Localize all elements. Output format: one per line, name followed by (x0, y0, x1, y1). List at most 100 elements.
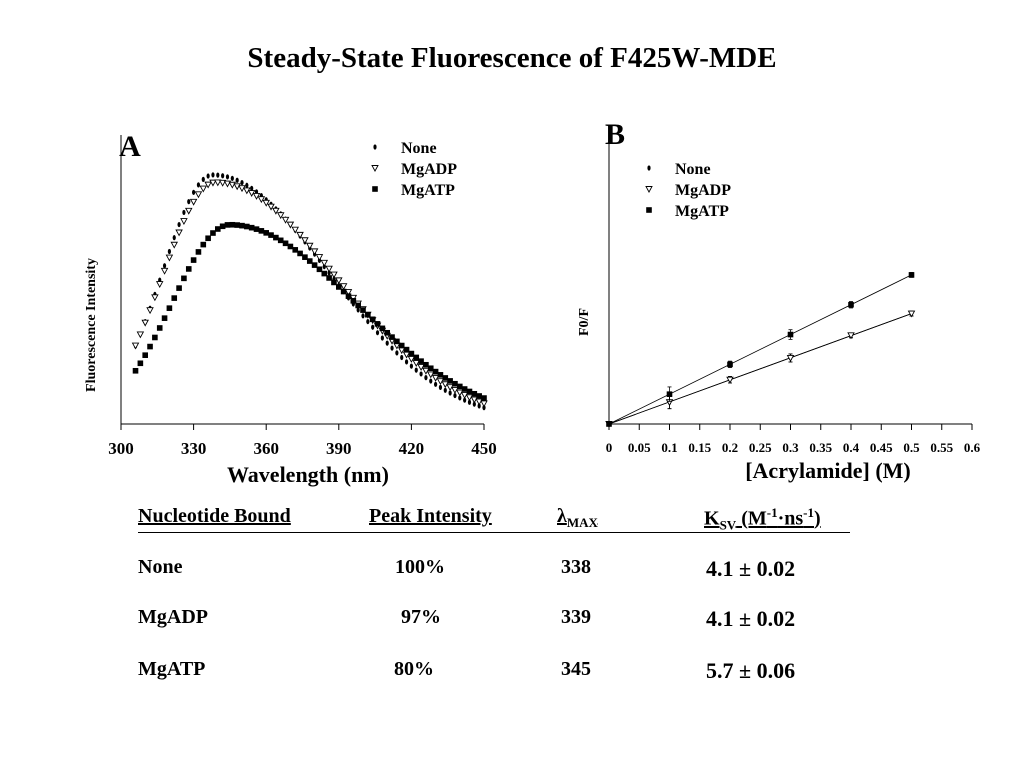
chart-a-point (482, 405, 486, 411)
chart-a-point (437, 372, 444, 378)
table-row: MgADP 97% 339 4.1 ± 0.02 (138, 606, 858, 632)
chart-a-point (258, 228, 265, 234)
chart-a-point (412, 360, 420, 368)
chart-a-point (340, 288, 347, 295)
chart-a-point (297, 250, 303, 257)
chart-a-legend-marker (373, 144, 377, 150)
chart-b-point (847, 332, 855, 340)
chart-a-point (131, 342, 140, 350)
chart-a-point (471, 390, 478, 397)
chart-a-point (344, 289, 353, 296)
chart-b-x-tick-label: 0.6 (964, 440, 981, 455)
chart-a-point (229, 221, 236, 228)
cell-peak: 100% (395, 556, 445, 578)
chart-a-x-tick-label: 300 (108, 439, 134, 458)
chart-a-point (195, 249, 202, 255)
chart-a-point (457, 383, 463, 390)
chart-a-legend-marker (371, 165, 379, 172)
chart-a-point (390, 345, 394, 351)
chart-a-point (268, 232, 274, 238)
chart-a-point (160, 267, 169, 275)
chart-a-point (187, 199, 191, 205)
chart-a-point (356, 307, 360, 313)
chart-b-x-tick-label: 0 (606, 440, 613, 455)
chart-a-point (170, 241, 178, 249)
chart-a-point (477, 403, 481, 409)
chart-b-point (787, 331, 794, 338)
chart-a-point (424, 375, 428, 381)
chart-a-point (194, 191, 203, 199)
header-lambda-max: λMAX (557, 505, 598, 530)
chart-a-point (463, 397, 467, 403)
chart-b-x-tick-label: 0.2 (722, 440, 738, 455)
chart-a-point (458, 395, 462, 401)
chart-b-x-tick-label: 0.55 (930, 440, 953, 455)
chart-a-point (366, 318, 370, 325)
cell-lambda: 339 (561, 606, 591, 628)
chart-a-point (306, 258, 313, 264)
chart-a-point (360, 307, 366, 313)
chart-a-point (253, 226, 260, 232)
chart-a-point (326, 275, 332, 281)
chart-a-point (200, 241, 207, 248)
chart-a-legend-label: MgADP (401, 161, 457, 178)
chart-a-x-tick-label: 390 (326, 439, 352, 458)
chart-a-point (225, 174, 230, 180)
chart-a-point (151, 294, 159, 302)
chart-b-legend-label: MgADP (675, 182, 731, 199)
chart-a-point (252, 193, 261, 200)
chart-a-point (335, 277, 343, 285)
chart-a-point (185, 266, 192, 272)
cell-ksv: 5.7 ± 0.06 (706, 658, 796, 683)
table-row: MgATP 80% 345 5.7 ± 0.06 (138, 658, 858, 684)
chart-a-point (171, 295, 178, 301)
header-ksv: KSV (M-1·ns-1) (704, 505, 821, 533)
chart-b-point (786, 354, 795, 362)
chart-a-point (321, 270, 328, 277)
chart-a-legend-marker (372, 186, 378, 192)
chart-a-point (136, 331, 145, 339)
chart-a-point (417, 364, 425, 371)
chart-a-point (389, 334, 395, 340)
chart-a-point (272, 207, 280, 215)
chart-a-point (380, 335, 384, 341)
chart-b-point (848, 301, 854, 308)
chart-b-point (666, 391, 673, 397)
chart-a-point (361, 313, 365, 319)
chart-b-ylabel: F0/F (577, 308, 592, 336)
chart-a-point (315, 254, 324, 262)
chart-a-point (155, 281, 164, 289)
chart-a-point (167, 248, 171, 255)
cell-peak: 97% (401, 606, 441, 628)
chart-a-point (336, 284, 342, 290)
chart-a-point (257, 196, 266, 204)
chart-a-point (219, 223, 226, 230)
chart-b-legend-label: MgATP (675, 203, 729, 220)
chart-b-points (605, 272, 916, 428)
chart-a-point (475, 398, 483, 406)
chart-a-point (302, 254, 308, 260)
chart-a-point (162, 263, 167, 269)
chart-a-point (165, 254, 174, 262)
chart-a-point (215, 226, 221, 232)
chart-b-point (726, 376, 734, 384)
chart-b-legend: None MgADP MgATP (645, 161, 731, 220)
chart-a-point (216, 172, 220, 178)
chart-a-legend-label: None (401, 140, 437, 157)
chart-a-point (267, 203, 275, 211)
chart-a-point (400, 354, 404, 361)
chart-b-ticks: 0 0.05 0.1 0.15 0.2 0.25 0.3 0.35 0.4 0.45 0.5 0.55… (606, 424, 981, 455)
chart-b-x-tick-label: 0.5 (903, 440, 920, 455)
chart-a-point (276, 212, 285, 220)
chart-b-x-tick-label: 0.3 (782, 440, 799, 455)
chart-b-legend-marker (647, 165, 651, 171)
chart-b-fit-line (608, 274, 912, 425)
chart-a-point (192, 189, 196, 195)
chart-a-point (379, 325, 386, 332)
chart-a-point (355, 302, 361, 309)
chart-b-x-tick-label: 0.05 (628, 440, 651, 455)
chart-b-panel-label: B (605, 118, 625, 151)
chart-a-point (327, 270, 331, 276)
chart-b-x-tick-label: 0.1 (661, 440, 677, 455)
chart-a-axes (120, 135, 484, 425)
